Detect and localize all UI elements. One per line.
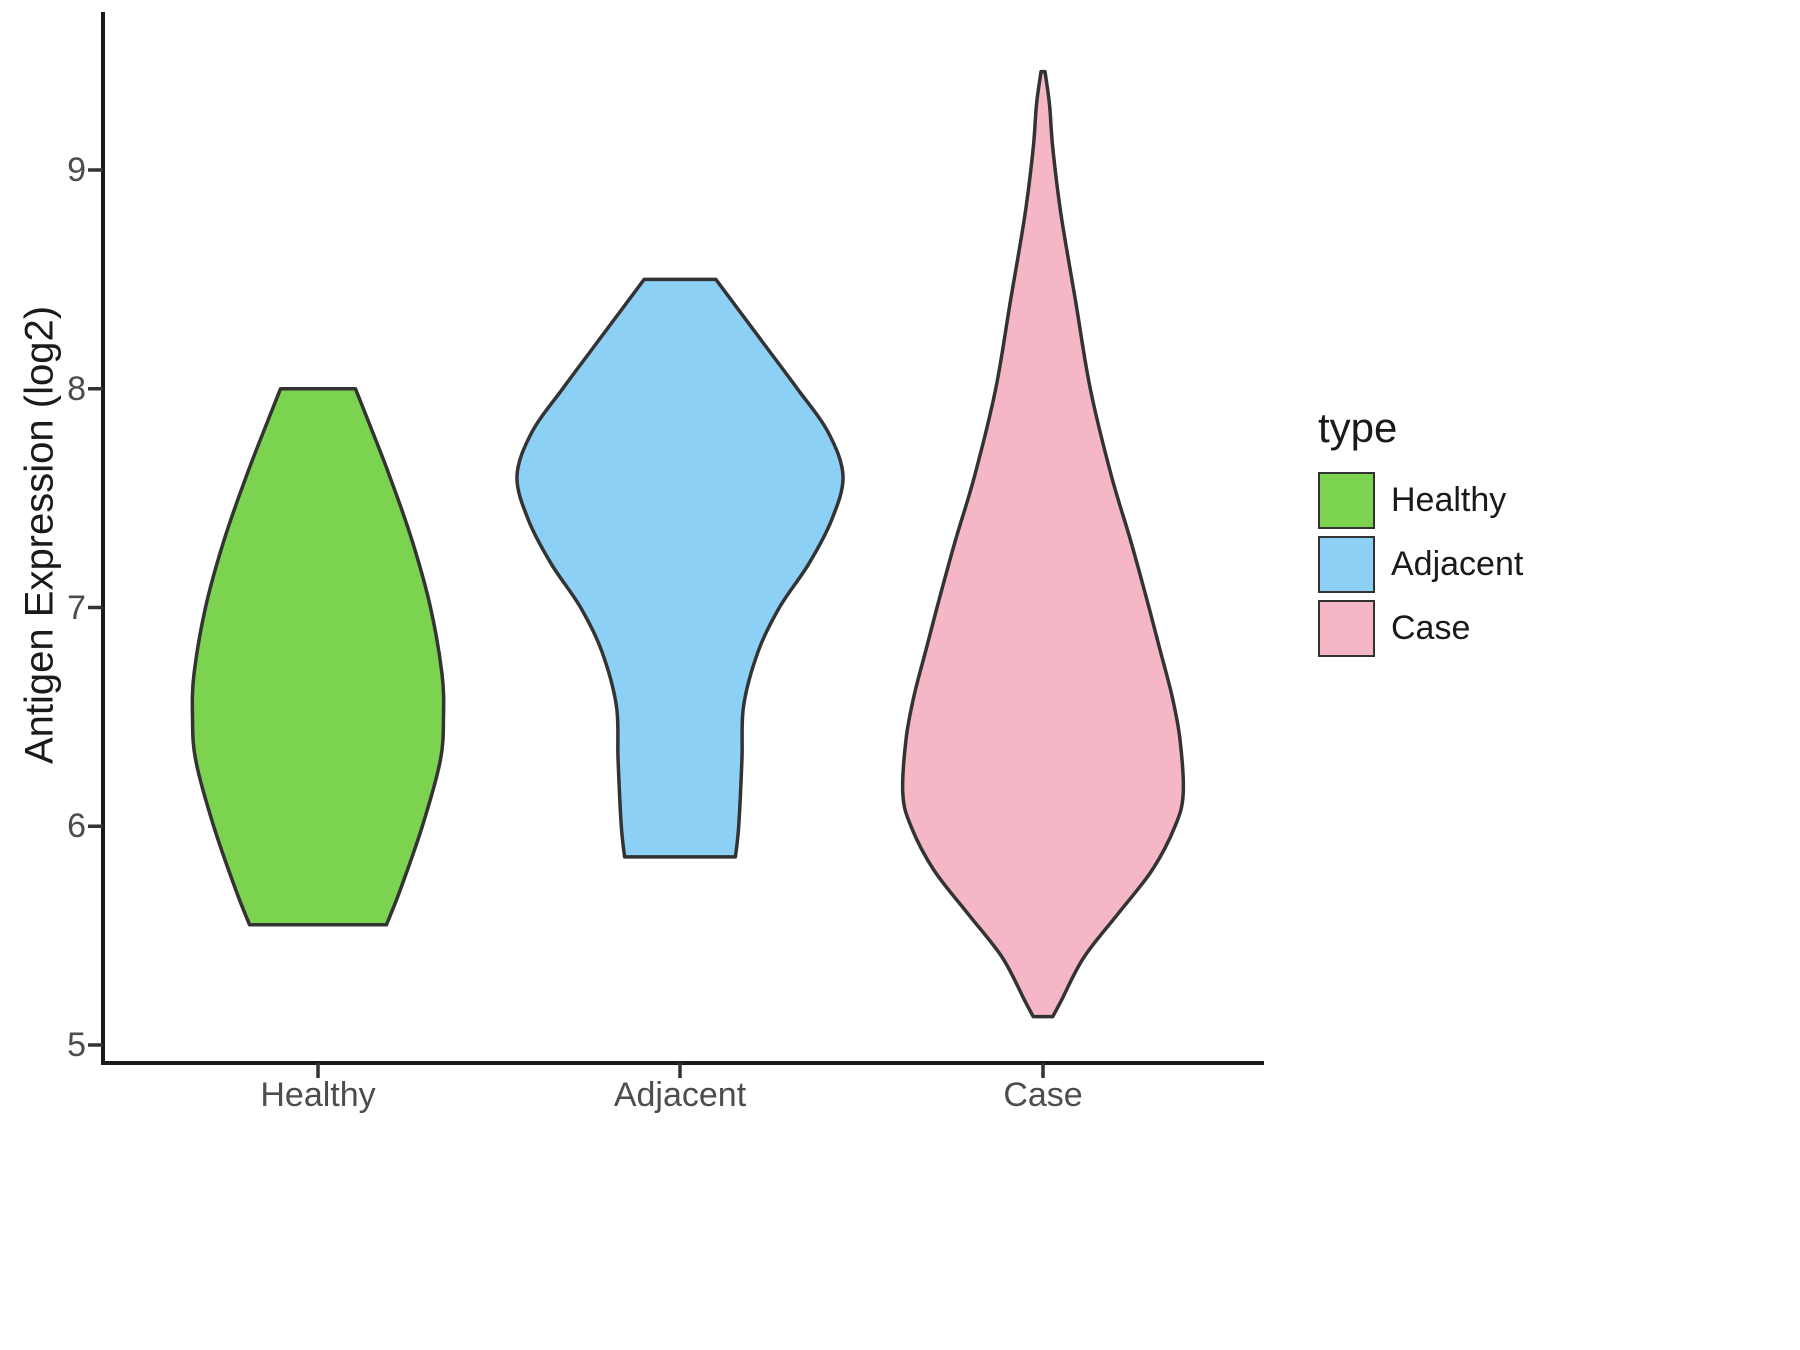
violin-case bbox=[900, 69, 1186, 1019]
legend-label-healthy: Healthy bbox=[1391, 481, 1507, 519]
legend-label-case: Case bbox=[1391, 609, 1471, 647]
legend-key-case bbox=[1318, 600, 1375, 657]
axis-lines bbox=[101, 12, 1264, 1065]
legend-row-adjacent: Adjacent bbox=[1318, 536, 1523, 593]
legend-row-healthy: Healthy bbox=[1318, 472, 1523, 529]
legend-key-healthy bbox=[1318, 472, 1375, 529]
legend: type Healthy Adjacent Case bbox=[1318, 404, 1523, 664]
violin-healthy bbox=[190, 387, 446, 927]
violin-adjacent bbox=[515, 277, 845, 859]
legend-row-case: Case bbox=[1318, 600, 1523, 657]
legend-label-adjacent: Adjacent bbox=[1391, 545, 1524, 583]
legend-title: type bbox=[1318, 404, 1398, 451]
legend-key-adjacent bbox=[1318, 536, 1375, 593]
